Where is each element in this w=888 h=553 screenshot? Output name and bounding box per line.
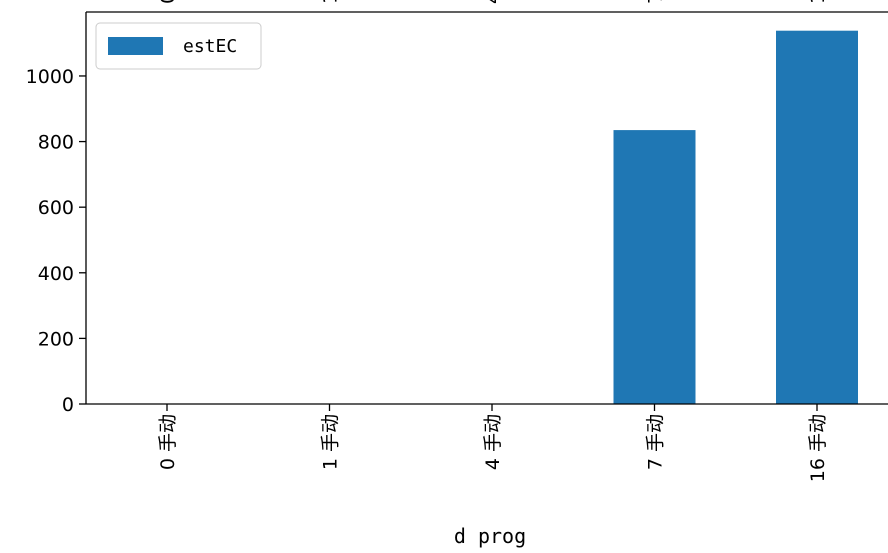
legend-label-estEC: estEC	[183, 36, 237, 57]
x-tick-label-2: 4 手动	[482, 414, 504, 470]
y-tick-label-5: 1000	[26, 66, 74, 88]
bars	[613, 30, 858, 405]
x-tick-label-1: 1 手动	[320, 414, 342, 470]
legend-swatch-estEC	[108, 37, 163, 55]
x-axis-title: d prog	[454, 524, 526, 548]
clipped-top-tick-labels: 0 手动 1 手动 4 手动 7 手动 16 手动	[157, 0, 829, 4]
top-clipped-tick-label-0: 0 手动	[157, 0, 179, 4]
x-ticks: 0 手动 1 手动 4 手动 7 手动 16 手动	[157, 404, 829, 482]
y-tick-label-0: 0	[62, 394, 74, 416]
top-clipped-tick-label-4: 16 手动	[807, 0, 829, 4]
y-tick-label-3: 600	[38, 197, 74, 219]
bar-3	[613, 130, 696, 405]
bar-4	[776, 30, 858, 405]
y-tick-label-2: 400	[38, 263, 74, 285]
top-clipped-tick-label-2: 4 手动	[482, 0, 504, 4]
y-tick-label-4: 800	[38, 132, 74, 154]
y-tick-label-1: 200	[38, 328, 74, 350]
axes	[85, 11, 888, 405]
y-ticks: 0 200 400 600 800 1000	[26, 66, 86, 416]
legend: estEC	[95, 22, 262, 70]
top-clipped-tick-label-3: 7 手动	[645, 0, 667, 4]
x-tick-label-3: 7 手动	[645, 414, 667, 470]
top-clipped-tick-label-1: 1 手动	[320, 0, 342, 4]
x-tick-label-0: 0 手动	[157, 414, 179, 470]
legend-box	[95, 22, 262, 70]
x-tick-label-4: 16 手动	[807, 414, 829, 482]
